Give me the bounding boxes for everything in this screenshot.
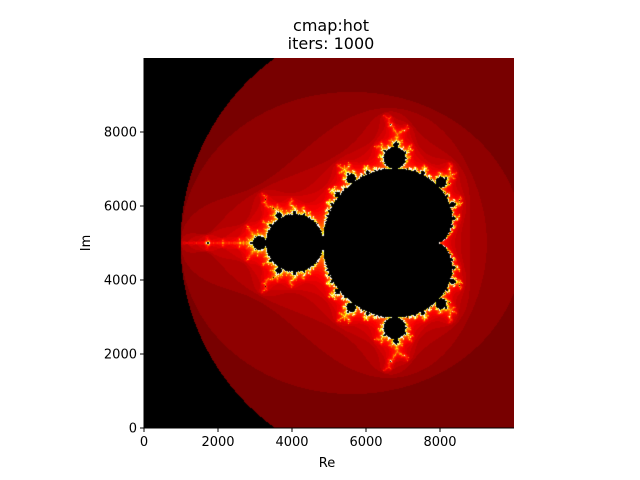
x-tick-label: 8000 [423, 435, 456, 450]
x-axis-label: Re [319, 456, 335, 471]
plot-area [144, 58, 514, 428]
y-axis-ticks: 0 2000 4000 6000 8000 [104, 126, 144, 437]
x-tick-label: 0 [140, 435, 148, 450]
y-tick-label: 6000 [104, 200, 137, 215]
mandelbrot-heatmap-image [144, 58, 514, 428]
y-tick-label: 0 [129, 422, 137, 437]
chart-title-line-1: cmap:hot [293, 16, 369, 35]
x-tick-label: 2000 [201, 435, 234, 450]
y-axis-label: Im [79, 235, 94, 252]
x-tick-label: 6000 [349, 435, 382, 450]
chart-title-line-2: iters: 1000 [288, 34, 375, 53]
x-axis-ticks: 0 2000 4000 6000 8000 [140, 428, 457, 450]
y-tick-label: 2000 [104, 348, 137, 363]
y-tick-label: 4000 [104, 274, 137, 289]
axes-frame [143, 58, 514, 429]
y-tick-label: 8000 [104, 126, 137, 141]
x-tick-label: 4000 [275, 435, 308, 450]
